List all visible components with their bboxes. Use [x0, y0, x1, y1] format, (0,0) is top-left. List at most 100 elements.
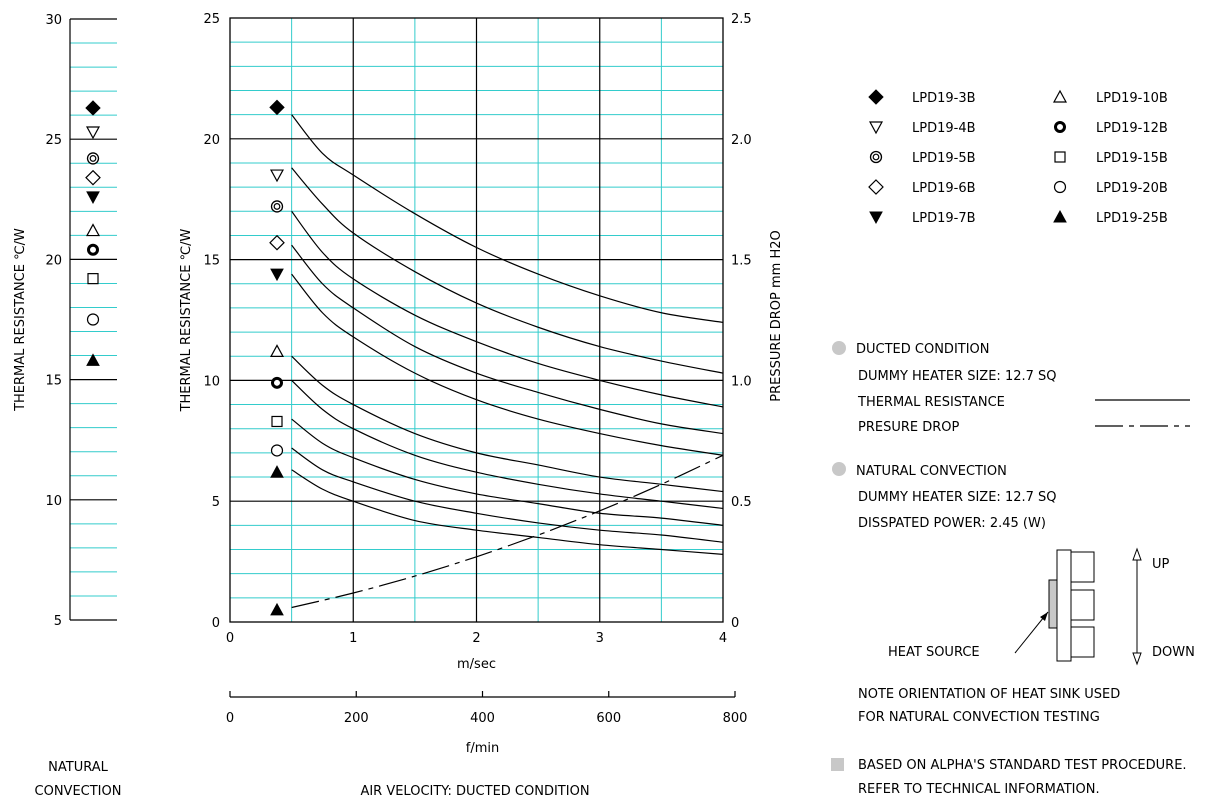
y-tick-label: 30	[45, 13, 62, 28]
y-tick-label: 5	[212, 495, 220, 510]
legend-label: LPD19-5B	[912, 151, 976, 166]
legend-entry: LPD19-10B	[1052, 89, 1168, 106]
orientation-note-1: NOTE ORIENTATION OF HEAT SINK USED	[858, 687, 1120, 702]
filled-diamond-marker	[269, 99, 285, 116]
x-axis-label-line1: NATURAL	[48, 760, 108, 775]
legend-label: LPD19-12B	[1096, 121, 1168, 136]
y-axis-label: THERMAL RESISTANCE ℃/W	[179, 228, 194, 412]
thermal-resistance-curve-2	[291, 167, 724, 374]
pressure-drop-legend-label: PRESURE DROP	[858, 420, 960, 435]
down-label: DOWN	[1152, 645, 1195, 660]
x-tick-label: 1	[349, 631, 357, 646]
natural-heater-size: DUMMY HEATER SIZE: 12.7 SQ	[858, 490, 1057, 505]
legend-label: LPD19-20B	[1096, 181, 1168, 196]
natural-convection-panel: 5 10 15 20 25 30 THERMAL RESISTANCE ℃/W NATURAL…	[13, 13, 121, 799]
y-tick-label: 20	[45, 253, 62, 268]
heat-sink-diagram: UP DOWN HEAT SOURCE	[888, 547, 1195, 666]
up-label: UP	[1152, 557, 1170, 572]
legend-entry: LPD19-3B	[868, 89, 976, 106]
legend-entry: LPD19-25B	[1053, 209, 1168, 226]
thermal-resistance-curve-9	[291, 447, 724, 543]
bold-circle-marker	[1054, 121, 1066, 133]
legend-label: LPD19-25B	[1096, 211, 1168, 226]
legend-entry: LPD19-7B	[869, 211, 976, 226]
filled-triangle-down-marker	[270, 268, 284, 282]
y-tick-label: 15	[203, 254, 220, 269]
ducted-condition-panel: 0 5 10 15 20 25 0 0.5 1.0 1.5 2.0 2.5 0 1 2 3 4 m/sec 0 200…	[179, 12, 784, 799]
filled-triangle-up-marker	[270, 602, 284, 616]
y2-tick-label: 1.0	[731, 374, 752, 389]
heat-sink-fin	[1070, 626, 1095, 658]
heat-source-block	[1048, 579, 1058, 629]
legend-label: LPD19-7B	[912, 211, 976, 226]
heat-sink-base	[1056, 549, 1072, 662]
thermal-resistance-curve-7	[291, 379, 724, 510]
y-tick-label: 10	[45, 494, 62, 509]
ducted-bullet	[832, 341, 846, 355]
open-circle-marker	[270, 444, 284, 457]
open-triangle-down-marker	[269, 169, 285, 183]
dissipated-power: DISSPATED POWER: 2.45 (W)	[858, 516, 1046, 531]
y-tick-label: 10	[203, 374, 220, 389]
double-circle-marker	[869, 150, 883, 164]
filled-diamond-marker	[868, 89, 884, 105]
natural-title: NATURAL CONVECTION	[856, 464, 1007, 479]
x-tick-label: 0	[226, 631, 234, 646]
bold-circle-marker	[87, 243, 99, 256]
chart-caption: AIR VELOCITY: DUCTED CONDITION	[360, 784, 589, 799]
y-tick-label: 15	[45, 374, 62, 389]
y2-tick-label: 0.5	[731, 495, 752, 510]
up-arrow-icon	[1132, 547, 1142, 561]
thermal-resistance-curve-3	[291, 210, 724, 408]
legend-entry: LPD19-15B	[1054, 151, 1168, 166]
open-square-marker	[87, 273, 99, 285]
filled-triangle-down-marker	[86, 191, 100, 204]
legend-label: LPD19-10B	[1096, 91, 1168, 106]
open-circle-marker	[86, 313, 100, 326]
based-note-1: BASED ON ALPHA'S STANDARD TEST PROCEDURE…	[858, 758, 1187, 773]
y2-tick-label: 2.0	[731, 133, 752, 148]
thermal-resistance-legend-label: THERMAL RESISTANCE	[857, 395, 1005, 410]
y-tick-label: 20	[203, 133, 220, 148]
legend-label: LPD19-6B	[912, 181, 976, 196]
legend-entry: LPD19-4B	[868, 121, 976, 136]
secondary-x-axis-label: f/min	[466, 741, 499, 756]
secondary-x-tick-label: 400	[470, 711, 495, 726]
open-square-marker	[271, 415, 283, 428]
y-tick-label: 5	[54, 614, 62, 629]
heat-sink-fin	[1070, 551, 1095, 583]
orientation-note-2: FOR NATURAL CONVECTION TESTING	[858, 710, 1100, 725]
open-diamond-marker	[868, 179, 884, 195]
filled-triangle-up-marker	[270, 465, 284, 478]
y2-tick-label: 0	[731, 616, 739, 631]
open-triangle-up-marker	[269, 344, 285, 358]
open-triangle-down-marker	[868, 121, 884, 135]
heat-sink-fin	[1070, 589, 1095, 621]
thermal-resistance-curve-8	[291, 418, 724, 526]
based-note-2: REFER TO TECHNICAL INFORMATION.	[858, 782, 1100, 797]
legend-entry: LPD19-6B	[868, 179, 976, 196]
y-tick-label: 25	[203, 12, 220, 27]
legend-label: LPD19-15B	[1096, 151, 1168, 166]
thermal-resistance-curve-10	[291, 469, 724, 555]
legend-label: LPD19-4B	[912, 121, 976, 136]
down-arrow-icon	[1132, 652, 1142, 666]
filled-triangle-up-marker	[1053, 209, 1067, 223]
filled-diamond-marker	[85, 100, 101, 116]
legend: LPD19-3B LPD19-4B LPD19-5B LPD19-6B LPD19-7B…	[868, 89, 1168, 226]
legend-entry: LPD19-12B	[1054, 121, 1168, 136]
thermal-resistance-curve-5	[291, 273, 724, 456]
open-diamond-marker	[269, 234, 285, 251]
legend-label: LPD19-3B	[912, 91, 976, 106]
filled-triangle-down-marker	[869, 211, 883, 225]
plot-frame	[229, 17, 724, 623]
y-tick-label: 0	[212, 616, 220, 631]
heat-source-label: HEAT SOURCE	[888, 645, 980, 660]
open-triangle-up-marker	[1052, 89, 1068, 103]
secondary-x-tick-label: 0	[226, 711, 234, 726]
x-tick-label: 4	[719, 631, 727, 646]
based-bullet	[831, 758, 844, 771]
thermal-resistance-curve-4	[291, 244, 724, 435]
thermal-resistance-curve-6	[291, 355, 724, 493]
